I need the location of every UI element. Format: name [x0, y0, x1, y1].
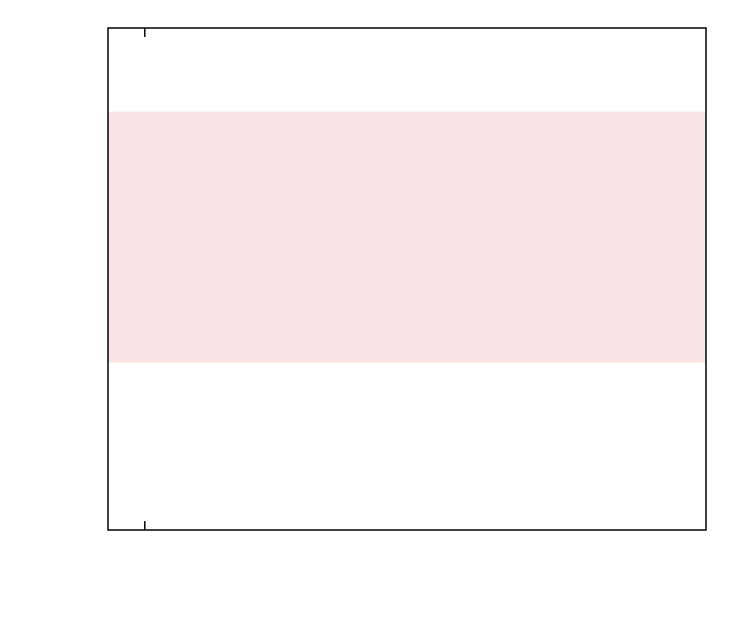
- chart-container: [0, 0, 739, 628]
- chart-svg: [0, 0, 739, 628]
- shaded-band: [108, 112, 706, 363]
